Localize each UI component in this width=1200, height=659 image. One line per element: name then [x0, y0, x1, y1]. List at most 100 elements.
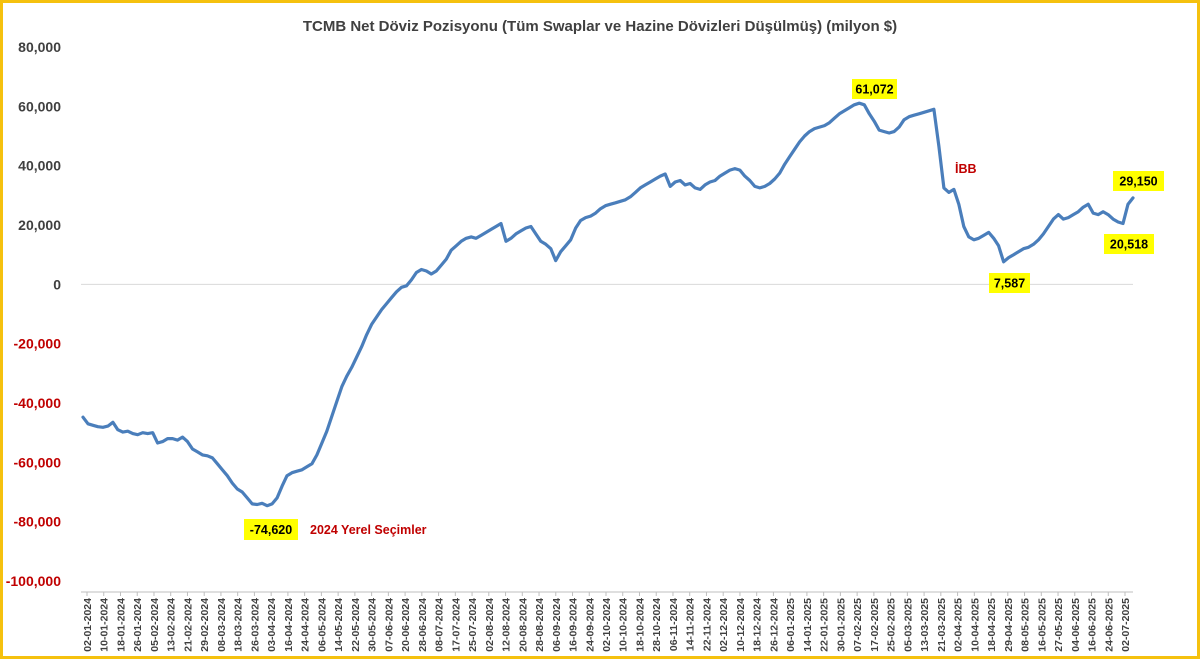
- y-tick-label: 20,000: [18, 217, 61, 233]
- x-tick-label: 27-05-2025: [1053, 598, 1065, 652]
- x-axis: 02-01-2024 10-01-2024 18-01-2024 26-01-2024…: [81, 591, 1133, 652]
- x-tick-label: 10-10-2024: [618, 598, 630, 652]
- data-callout: 29,150: [1113, 171, 1164, 191]
- x-tick-label: 06-05-2024: [316, 598, 328, 652]
- data-callout: -74,620: [244, 519, 298, 540]
- series-line: [81, 101, 1135, 508]
- x-tick-label: 20-06-2024: [400, 598, 412, 652]
- x-tick-label: 16-06-2025: [1087, 598, 1099, 652]
- x-tick-label: 25-02-2025: [886, 598, 898, 652]
- x-tick-label: 05-03-2025: [902, 598, 914, 652]
- y-tick-label: 0: [53, 276, 61, 292]
- y-tick-label: 60,000: [18, 98, 61, 114]
- x-tick-label: 22-05-2024: [350, 598, 362, 652]
- y-tick-label: -80,000: [14, 514, 62, 530]
- x-tick-label: 08-07-2024: [434, 598, 446, 652]
- x-tick-label: 06-01-2025: [785, 598, 797, 652]
- callout-box: [1104, 234, 1154, 254]
- x-tick-label: 07-02-2025: [852, 598, 864, 652]
- x-tick-label: 22-01-2025: [819, 598, 831, 652]
- x-tick-label: 02-07-2025: [1120, 598, 1132, 652]
- data-callout: 20,518: [1104, 234, 1154, 254]
- x-tick-label: 25-07-2024: [467, 598, 479, 652]
- x-tick-label: 18-10-2024: [634, 598, 646, 652]
- x-tick-label: 14-01-2025: [802, 598, 814, 652]
- x-tick-label: 22-11-2024: [701, 598, 713, 651]
- x-tick-label: 13-03-2025: [919, 598, 931, 652]
- x-tick-label: 24-04-2024: [300, 598, 312, 652]
- y-tick-label: 80,000: [18, 39, 61, 55]
- callout-text: -74,620: [250, 523, 292, 537]
- y-tick-label: 40,000: [18, 158, 61, 174]
- x-tick-label: 16-04-2024: [283, 598, 295, 652]
- y-axis: 80,000 60,000 40,000 20,000 0 -20,000 -40,000 -…: [6, 39, 1133, 589]
- x-tick-label: 02-08-2024: [484, 598, 496, 652]
- y-tick-label: -40,000: [14, 395, 62, 411]
- x-tick-label: 13-02-2024: [166, 598, 178, 652]
- series-layer: [81, 101, 1135, 508]
- x-tick-label: 29-02-2024: [199, 598, 211, 652]
- y-tick-label: -60,000: [14, 454, 62, 470]
- x-tick-label: 06-11-2024: [668, 598, 680, 651]
- x-tick-label: 18-04-2025: [986, 598, 998, 652]
- chart-title: TCMB Net Döviz Pozisyonu (Tüm Swaplar ve…: [303, 18, 897, 35]
- x-tick-label: 05-02-2024: [149, 598, 161, 652]
- event-text: İBB: [955, 161, 977, 176]
- x-tick-label: 07-06-2024: [383, 598, 395, 652]
- x-tick-label: 02-12-2024: [718, 598, 730, 652]
- data-callout: 7,587: [989, 273, 1030, 293]
- x-tick-label: 21-02-2024: [182, 598, 194, 652]
- x-tick-label: 29-04-2025: [1003, 598, 1015, 652]
- callout-text: 7,587: [994, 277, 1025, 291]
- x-tick-label: 08-03-2024: [216, 598, 228, 652]
- event-label: 2024 Yerel Seçimler: [310, 523, 427, 537]
- x-tick-label: 16-05-2025: [1036, 598, 1048, 652]
- x-tick-label: 08-05-2025: [1020, 598, 1032, 652]
- x-tick-label: 10-12-2024: [735, 598, 747, 652]
- x-tick-label: 04-06-2025: [1070, 598, 1082, 652]
- event-text: 2024 Yerel Seçimler: [310, 523, 427, 537]
- x-tick-label: 28-10-2024: [651, 598, 663, 652]
- x-tick-label: 02-04-2025: [953, 598, 965, 652]
- x-tick-label: 30-01-2025: [835, 598, 847, 652]
- x-tick-label: 30-05-2024: [367, 598, 379, 652]
- callout-box: [244, 519, 298, 540]
- x-tick-label: 18-12-2024: [752, 598, 764, 652]
- event-label: İBB: [955, 161, 977, 176]
- x-tick-label: 18-01-2024: [115, 598, 127, 652]
- x-tick-label: 26-12-2024: [768, 598, 780, 652]
- callout-box: [1113, 171, 1164, 191]
- x-tick-label: 02-01-2024: [82, 598, 94, 652]
- x-tick-label: 24-09-2024: [584, 598, 596, 652]
- y-tick-label: -100,000: [6, 573, 61, 589]
- x-tick-label: 14-05-2024: [333, 598, 345, 652]
- callout-text: 20,518: [1110, 238, 1148, 252]
- x-tick-label: 26-01-2024: [132, 598, 144, 652]
- callout-text: 29,150: [1119, 175, 1157, 189]
- x-tick-label: 06-09-2024: [551, 598, 563, 652]
- x-tick-label: 16-09-2024: [568, 598, 580, 652]
- callout-text: 61,072: [855, 83, 893, 97]
- y-tick-label: -20,000: [14, 336, 62, 352]
- callout-box: [852, 79, 897, 99]
- x-tick-label: 28-06-2024: [417, 598, 429, 652]
- annotation-layer: -74,620 2024 Yerel Seçimler 61,072 İBB 29,15…: [244, 79, 1164, 540]
- x-tick-label: 10-04-2025: [969, 598, 981, 652]
- x-tick-label: 14-11-2024: [685, 598, 697, 651]
- x-tick-label: 21-03-2025: [936, 598, 948, 652]
- x-tick-label: 17-07-2024: [450, 598, 462, 652]
- line-chart: TCMB Net Döviz Pozisyonu (Tüm Swaplar ve…: [6, 18, 1164, 652]
- x-tick-label: 18-03-2024: [233, 598, 245, 652]
- x-tick-label: 26-03-2024: [249, 598, 261, 652]
- x-tick-label: 20-08-2024: [517, 598, 529, 652]
- x-tick-label: 03-04-2024: [266, 598, 278, 652]
- callout-box: [989, 273, 1030, 293]
- x-tick-label: 28-08-2024: [534, 598, 546, 652]
- data-callout: 61,072: [852, 79, 897, 99]
- x-tick-label: 02-10-2024: [601, 598, 613, 652]
- x-tick-label: 17-02-2025: [869, 598, 881, 652]
- x-tick-label: 10-01-2024: [99, 598, 111, 652]
- x-tick-label: 24-06-2025: [1103, 598, 1115, 652]
- x-tick-label: 12-08-2024: [501, 598, 513, 652]
